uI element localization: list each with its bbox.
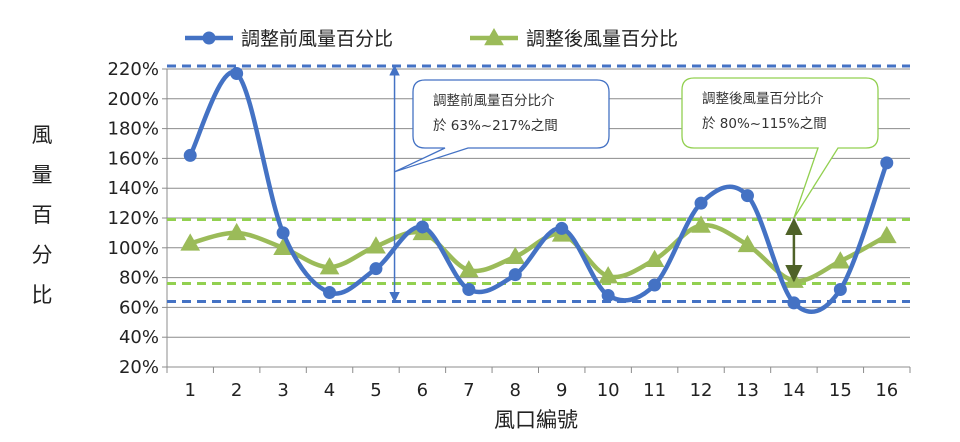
range-arrows [389,64,803,303]
data-point [880,156,894,170]
y-tick-label: 80% [119,268,159,289]
data-point [183,148,197,162]
x-tick-label: 11 [643,380,666,401]
y-tick-label: 220% [108,59,159,80]
y-axis-title-char: 百 [32,203,53,227]
legend-label: 調整後風量百分比 [526,28,678,50]
x-tick-label: 7 [463,380,474,401]
data-point [601,288,615,302]
y-tick-label: 180% [108,119,159,140]
legend-marker [202,31,216,45]
x-tick-label: 10 [597,380,620,401]
x-tick-label: 4 [324,380,335,401]
data-point [740,189,754,203]
data-point [737,234,758,253]
legend-item-2: 調整後風量百分比 [470,27,678,50]
y-tick-label: 40% [119,327,159,348]
x-tick-label: 12 [690,380,713,401]
data-point [830,251,851,269]
x-tick-label: 15 [829,380,852,401]
y-tick-label: 100% [108,238,159,259]
data-point [226,222,247,241]
series-group [180,66,897,314]
data-point [366,236,386,254]
y-tick-label: 120% [108,208,159,229]
x-tick-label: 2 [231,380,242,401]
data-point [833,283,847,297]
callout-text: 調整後風量百分比介 [702,91,824,107]
callout-text: 於 80%~115%之間 [702,116,827,132]
data-point [180,233,201,251]
y-tick-label: 140% [108,178,159,199]
y-tick-label: 160% [108,148,159,169]
x-tick-label: 13 [736,380,759,401]
data-point [644,249,665,267]
data-point [415,220,429,234]
data-point [369,262,383,276]
data-point [505,246,526,264]
legend-label: 調整前風量百分比 [241,28,393,50]
legend-item-1: 調整前風量百分比 [185,28,393,50]
y-axis-title-char: 比 [32,283,53,307]
y-tick-label: 60% [119,297,159,318]
x-tick-label: 9 [556,380,567,401]
y-tick-label: 20% [119,357,159,378]
y-tick-label: 200% [108,89,159,110]
y-axis-ticks: 20% 40% 60% 80% 100% 120% 140% 160% 180% 200% 220% [108,59,159,378]
x-tick-label: 6 [417,380,428,401]
y-axis-title: 風量百分比 [32,123,53,307]
y-axis-title-char: 量 [32,163,53,187]
data-point [508,268,522,282]
x-tick-label: 3 [277,380,288,401]
x-axis-title: 風口編號 [494,408,578,432]
data-point [555,221,569,235]
callout-bubble [394,79,610,173]
data-point [876,225,897,244]
callout-text: 於 63%~217%之間 [433,118,558,134]
x-tick-label: 1 [184,380,195,401]
legend-marker [484,27,504,46]
data-point [648,278,662,292]
data-point [462,283,476,297]
data-point [319,257,340,275]
callout-text: 調整前風量百分比介 [433,92,555,109]
data-point [691,215,711,233]
data-point [787,296,801,310]
y-axis-title-char: 風 [32,123,53,147]
y-axis-title-char: 分 [32,243,53,267]
data-point [694,196,708,210]
x-tick-label: 5 [370,380,381,401]
data-point [323,286,337,299]
data-point [230,66,244,80]
x-axis-ticks: 1 2 3 4 5 6 7 8 9 10 11 12 13 14 15 16 [184,380,898,401]
x-tick-label: 16 [875,380,898,401]
series-1 [183,66,894,314]
series-line [189,222,888,284]
data-point [276,226,290,240]
series-2 [180,215,897,288]
data-point [598,266,619,284]
x-tick-label: 14 [782,380,805,401]
legend: 調整前風量百分比 調整後風量百分比 [185,27,678,50]
callout-bubble [681,77,879,219]
x-tick-label: 8 [510,380,521,401]
data-point [458,260,479,278]
